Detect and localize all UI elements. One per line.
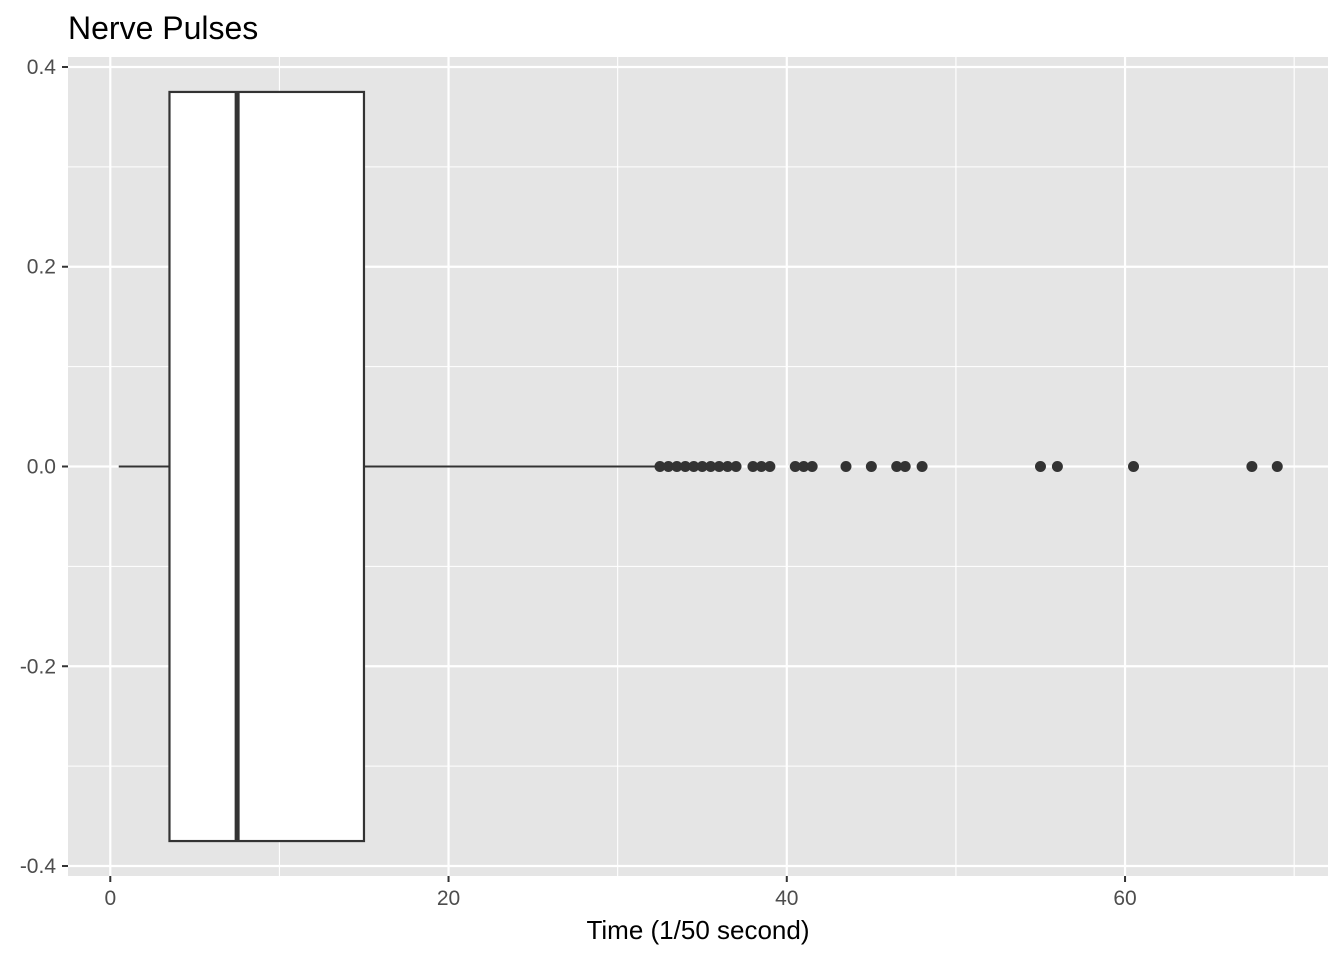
outlier-point	[764, 461, 776, 472]
boxplot	[118, 90, 655, 843]
outlier-point	[688, 461, 700, 472]
outlier-point	[789, 461, 801, 472]
y-tick-label: 0.4	[27, 56, 57, 79]
x-tick-label: 40	[775, 887, 798, 910]
outlier-point	[654, 461, 666, 472]
outlier-point	[671, 461, 683, 472]
outlier-point	[840, 461, 852, 472]
interquartile-box	[168, 90, 366, 843]
outlier-point	[747, 461, 759, 472]
outlier-point	[806, 461, 818, 472]
y-tick-label: 0.0	[27, 456, 56, 479]
x-axis-title: Time (1/50 second)	[586, 915, 809, 945]
x-tick-label: 0	[104, 887, 116, 910]
y-tick-label: -0.4	[20, 855, 57, 878]
outlier-point	[1034, 461, 1046, 472]
outlier-point	[705, 461, 717, 472]
outlier-point	[679, 461, 691, 472]
outlier-point	[755, 461, 767, 472]
outlier-point	[1051, 461, 1063, 472]
outlier-point	[798, 461, 810, 472]
outlier-point	[1271, 461, 1283, 472]
outlier-point	[713, 461, 725, 472]
outlier-point	[891, 461, 903, 472]
x-tick-label: 60	[1113, 887, 1136, 910]
outlier-point	[730, 461, 742, 472]
y-tick-label: -0.2	[20, 655, 56, 678]
chart-title: Nerve Pulses	[68, 10, 258, 46]
outlier-point	[696, 461, 708, 472]
outlier-point	[662, 461, 674, 472]
x-tick-label: 20	[437, 887, 460, 910]
y-tick-label: 0.2	[27, 256, 56, 279]
x-axis: 0 20 40 60	[104, 876, 1137, 910]
outlier-point	[1128, 461, 1140, 472]
outlier-point	[1246, 461, 1258, 472]
outlier-point	[865, 461, 877, 472]
outlier-point	[899, 461, 911, 472]
outlier-point	[916, 461, 928, 472]
outlier-point	[722, 461, 734, 472]
y-axis: 0.4 0.2 0.0 -0.2 -0.4	[20, 56, 68, 878]
outliers	[654, 461, 1283, 472]
